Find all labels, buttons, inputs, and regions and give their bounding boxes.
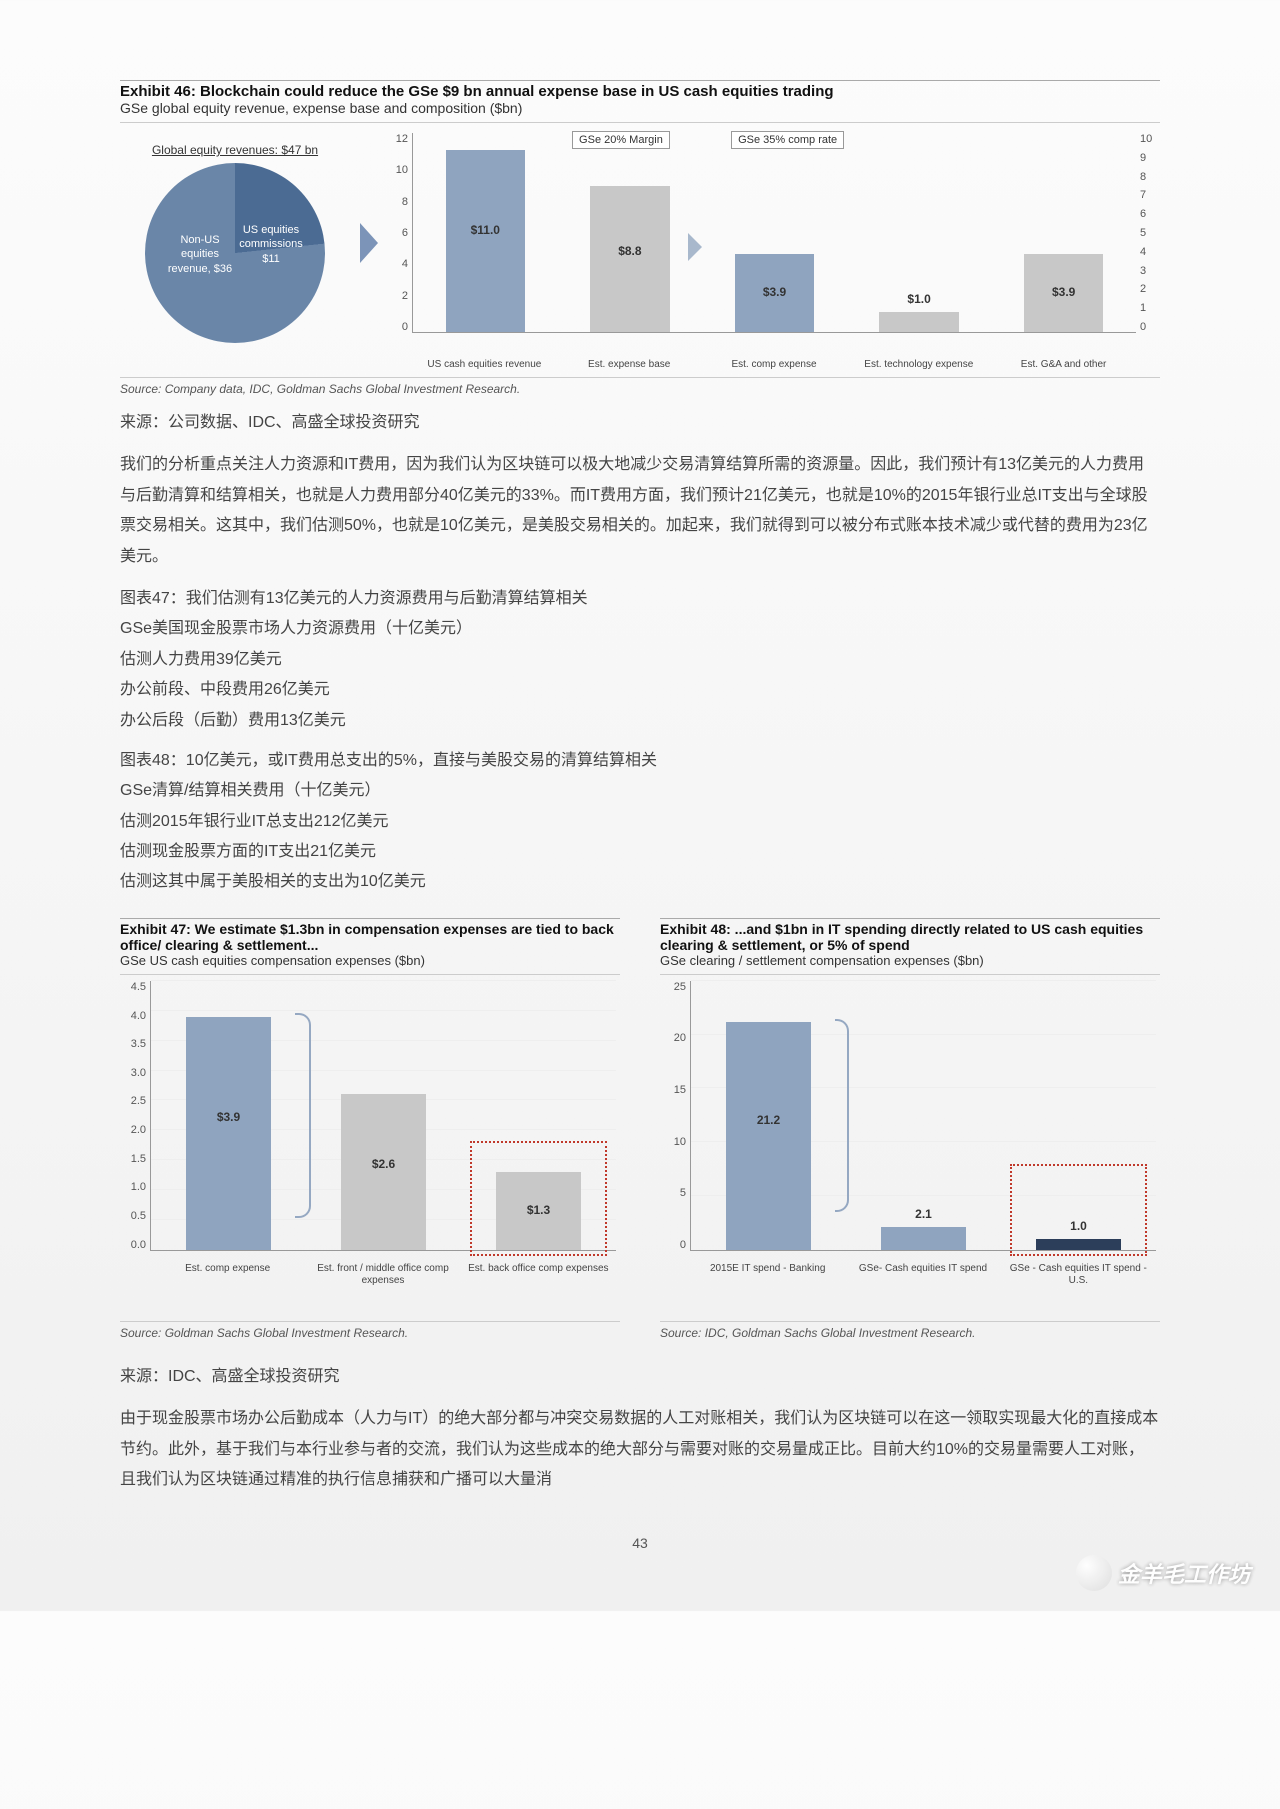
page-number: 43 xyxy=(120,1535,1160,1551)
ex48-bar: 21.2 xyxy=(726,1022,811,1250)
ex46-bar: $1.0 xyxy=(879,312,959,332)
ex48-rule xyxy=(660,974,1160,975)
block47-line: 估测人力费用39亿美元 xyxy=(120,645,1160,675)
exhibit47-col: Exhibit 47: We estimate $1.3bn in compen… xyxy=(120,918,620,1350)
paragraph-2: 由于现金股票市场办公后勤成本（人力与IT）的绝大部分都与冲突交易数据的人工对账相… xyxy=(120,1404,1160,1495)
overlay-margin: GSe 20% Margin xyxy=(572,131,670,149)
ex46-axis-left: 121086420 xyxy=(388,133,408,333)
ex46-bar: $3.9 xyxy=(735,254,815,332)
exhibit48-subtitle: GSe clearing / settlement compensation e… xyxy=(660,953,1160,968)
cn-block-48: 图表48：10亿美元，或IT费用总支出的5%，直接与美股交易的清算结算相关GSe… xyxy=(120,746,1160,898)
pie-label-nonus: Non-US equities revenue, $36 xyxy=(165,233,235,276)
block48-line: 估测这其中属于美股相关的支出为10亿美元 xyxy=(120,867,1160,897)
exhibit46-title: Exhibit 46: Blockchain could reduce the … xyxy=(120,83,1160,100)
ex48-bar: 2.1 xyxy=(881,1227,966,1250)
ex48-chart: 2520151050 21.22.11.0 2015E IT spend - B… xyxy=(660,981,1160,1281)
ex47-xaxis: Est. comp expenseEst. front / middle off… xyxy=(150,1263,616,1287)
ex47-yaxis: 4.54.03.53.02.52.01.51.00.50.0 xyxy=(120,981,146,1251)
cn-source-1: 来源：公司数据、IDC、高盛全球投资研究 xyxy=(120,408,1160,438)
ex46-bar: $3.9 xyxy=(1024,254,1104,332)
exhibit47-subtitle: GSe US cash equities compensation expens… xyxy=(120,953,620,968)
paragraph-1: 我们的分析重点关注人力资源和IT费用，因为我们认为区块链可以极大地减少交易清算结… xyxy=(120,450,1160,572)
block48-line: 估测现金股票方面的IT支出21亿美元 xyxy=(120,837,1160,867)
cn-source-2: 来源：IDC、高盛全球投资研究 xyxy=(120,1362,1160,1392)
watermark-icon xyxy=(1076,1555,1112,1591)
ex47-bar: $3.9 xyxy=(186,1017,271,1250)
ex47-bar: $2.6 xyxy=(341,1094,426,1249)
block48-line: GSe清算/结算相关费用（十亿美元） xyxy=(120,776,1160,806)
pie-wrap: Global equity revenues: $47 bn Non-US eq… xyxy=(120,143,350,343)
cn-block-47: 图表47：我们估测有13亿美元的人力资源费用与后勤清算结算相关GSe美国现金股票… xyxy=(120,584,1160,736)
watermark-text: 金羊毛工作坊 xyxy=(1118,1557,1250,1589)
block47-line: GSe美国现金股票市场人力资源费用（十亿美元） xyxy=(120,614,1160,644)
exhibit47-source: Source: Goldman Sachs Global Investment … xyxy=(120,1321,620,1340)
ex48-plot: 21.22.11.0 xyxy=(690,981,1156,1251)
ex47-rule xyxy=(120,974,620,975)
block47-line: 办公前段、中段费用26亿美元 xyxy=(120,675,1160,705)
ex47-plot: $3.9$2.6$1.3 xyxy=(150,981,616,1251)
pie-label-us: US equities commissions $11 xyxy=(231,223,311,266)
block47-line: 办公后段（后勤）费用13亿美元 xyxy=(120,706,1160,736)
exhibit46-source: Source: Company data, IDC, Goldman Sachs… xyxy=(120,377,1160,396)
ex46-xaxis: US cash equities revenueEst. expense bas… xyxy=(412,359,1136,371)
ex47-rule-top xyxy=(120,918,620,919)
ex48-xaxis: 2015E IT spend - BankingGSe- Cash equiti… xyxy=(690,1263,1156,1287)
block48-line: 图表48：10亿美元，或IT费用总支出的5%，直接与美股交易的清算结算相关 xyxy=(120,746,1160,776)
exhibit48-source: Source: IDC, Goldman Sachs Global Invest… xyxy=(660,1321,1160,1340)
pie-chart: Non-US equities revenue, $36 US equities… xyxy=(145,163,325,343)
block48-line: 估测2015年银行业IT总支出212亿美元 xyxy=(120,807,1160,837)
overlay-comprate: GSe 35% comp rate xyxy=(731,131,844,149)
ex46-bar: $8.8 xyxy=(590,186,670,332)
ex46-plot: GSe 20% Margin GSe 35% comp rate $11.0 $8… xyxy=(412,133,1136,333)
block47-line: 图表47：我们估测有13亿美元的人力资源费用与后勤清算结算相关 xyxy=(120,584,1160,614)
exhibit46-subtitle: GSe global equity revenue, expense base … xyxy=(120,100,1160,116)
exhibit46-chart: Global equity revenues: $47 bn Non-US eq… xyxy=(120,123,1160,373)
ex46-axis-right: 109876543210 xyxy=(1140,133,1160,333)
ex48-yaxis: 2520151050 xyxy=(660,981,686,1251)
exhibit48-title: Exhibit 48: ...and $1bn in IT spending d… xyxy=(660,921,1160,953)
exhibit48-col: Exhibit 48: ...and $1bn in IT spending d… xyxy=(660,918,1160,1350)
ex48-rule-top xyxy=(660,918,1160,919)
exhibit47-title: Exhibit 47: We estimate $1.3bn in compen… xyxy=(120,921,620,953)
ex46-bar: $11.0 xyxy=(446,150,526,332)
pie-title: Global equity revenues: $47 bn xyxy=(120,143,350,157)
ex47-chart: 4.54.03.53.02.52.01.51.00.50.0 $3.9$2.6$… xyxy=(120,981,620,1281)
arrow-pie-to-bars xyxy=(360,223,378,263)
ex46-bars: 121086420 109876543210 GSe 20% Margin GS… xyxy=(388,133,1160,353)
watermark: 金羊毛工作坊 xyxy=(1076,1555,1250,1591)
exhibit46-rule-top xyxy=(120,80,1160,81)
two-col-exhibits: Exhibit 47: We estimate $1.3bn in compen… xyxy=(120,918,1160,1350)
